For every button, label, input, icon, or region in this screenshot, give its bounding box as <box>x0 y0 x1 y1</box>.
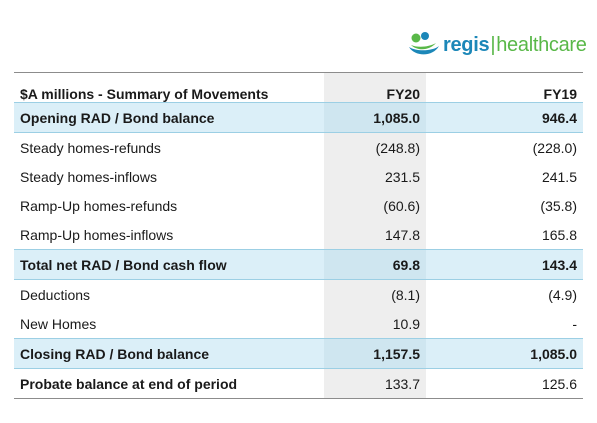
row-fy19-value: 946.4 <box>426 102 583 133</box>
row-label: New Homes <box>20 315 97 332</box>
row-fy20-value: 147.8 <box>324 220 426 250</box>
row-label: Deductions <box>20 286 91 303</box>
row-fy20-value: 1,085.0 <box>324 102 426 133</box>
row-fy19-value: (35.8) <box>540 197 577 214</box>
row-fy19-value: 143.4 <box>426 249 583 280</box>
table-row-opening-balance: Opening RAD / Bond balance 1,085.0 946.4 <box>14 102 583 133</box>
row-fy20-value: 10.9 <box>324 309 426 339</box>
row-label: Closing RAD / Bond balance <box>14 338 324 369</box>
header-fy19: FY19 <box>426 72 583 103</box>
table-row: Deductions (8.1) (4.9) <box>14 279 583 309</box>
table-row: Ramp-Up homes-inflows 147.8 165.8 <box>14 220 583 250</box>
row-label: Steady homes-inflows <box>20 168 157 185</box>
row-fy19-value: 241.5 <box>541 168 577 185</box>
header-fy20: FY20 <box>324 72 426 103</box>
table-row: New Homes 10.9 - <box>14 309 583 339</box>
row-fy19-value: 1,085.0 <box>426 338 583 369</box>
table-row-probate-balance: Probate balance at end of period 133.7 1… <box>14 368 583 399</box>
logo-text-regis: regis <box>443 34 490 56</box>
regis-logo-mark-icon <box>409 32 439 55</box>
row-label: Steady homes-refunds <box>20 139 161 156</box>
table-row-closing-balance: Closing RAD / Bond balance 1,157.5 1,085… <box>14 338 583 369</box>
row-fy19-value: 125.6 <box>426 368 583 399</box>
header-label: $A millions - Summary of Movements <box>14 72 324 103</box>
row-fy19-value: (228.0) <box>532 139 577 156</box>
row-fy20-value: (8.1) <box>324 279 426 309</box>
row-fy20-value: 1,157.5 <box>324 338 426 369</box>
row-fy20-value: 69.8 <box>324 249 426 280</box>
row-fy20-value: 133.7 <box>324 368 426 399</box>
table-header-row: $A millions - Summary of Movements FY20 … <box>14 72 583 103</box>
row-label: Total net RAD / Bond cash flow <box>14 249 324 280</box>
row-label: Ramp-Up homes-refunds <box>20 197 178 214</box>
logo-text-healthcare: healthcare <box>496 34 587 56</box>
table-row-total-net-cash-flow: Total net RAD / Bond cash flow 69.8 143.… <box>14 249 583 280</box>
logo-wordmark: regis|healthcare <box>443 35 587 55</box>
regis-healthcare-logo: regis|healthcare <box>407 28 587 62</box>
row-fy20-value: (248.8) <box>324 132 426 162</box>
row-fy19-value: 165.8 <box>541 226 577 243</box>
logo-separator: | <box>490 34 496 56</box>
row-label: Ramp-Up homes-inflows <box>20 226 174 243</box>
row-fy20-value: 231.5 <box>324 162 426 191</box>
row-fy19-value: - <box>572 315 577 332</box>
table-row: Ramp-Up homes-refunds (60.6) (35.8) <box>14 191 583 220</box>
table-row: Steady homes-refunds (248.8) (228.0) <box>14 132 583 162</box>
row-fy20-value: (60.6) <box>324 191 426 220</box>
row-label: Probate balance at end of period <box>14 368 324 399</box>
row-label: Opening RAD / Bond balance <box>14 102 324 133</box>
row-fy19-value: (4.9) <box>548 286 577 303</box>
table-row: Steady homes-inflows 231.5 241.5 <box>14 162 583 191</box>
summary-of-movements-table: $A millions - Summary of Movements FY20 … <box>14 72 583 399</box>
